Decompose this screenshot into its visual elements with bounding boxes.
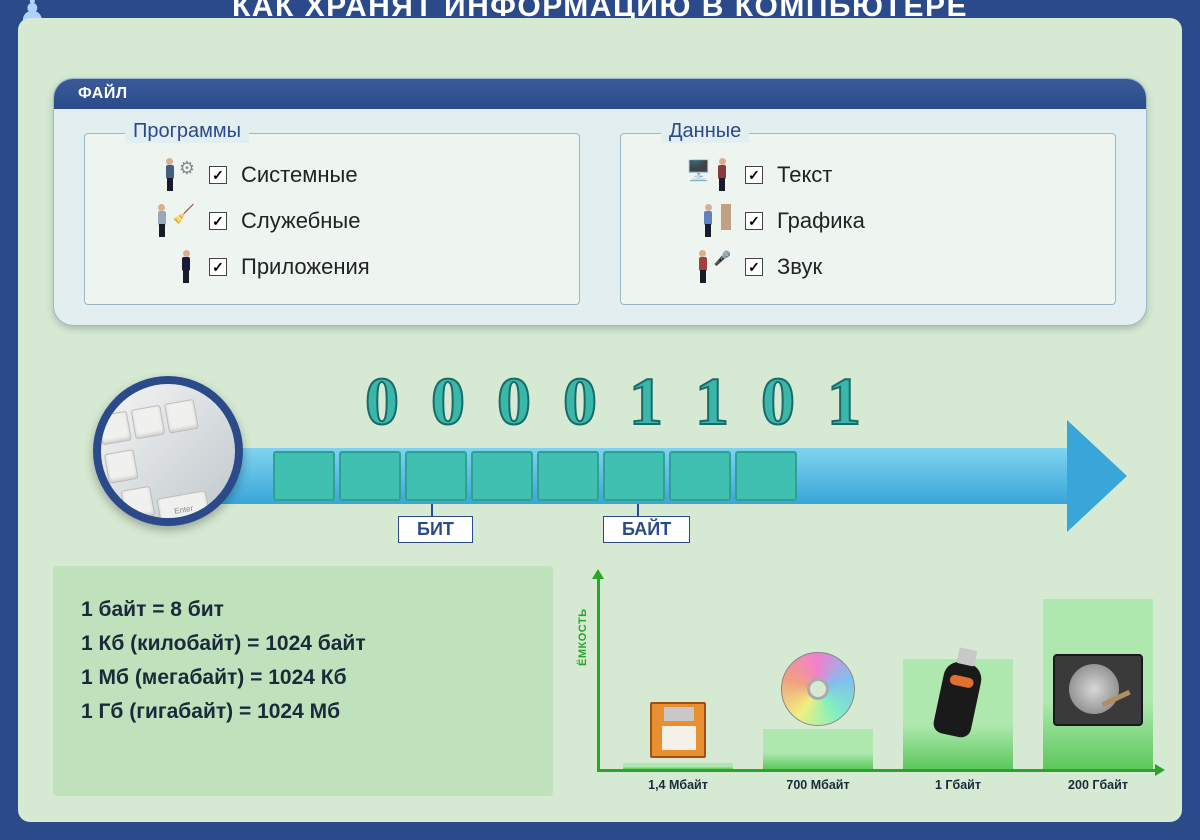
binary-digits: 0 0 0 0 1 1 0 1 — [353, 362, 873, 441]
list-item: ✓ Приложения — [105, 244, 559, 290]
bit-digit: 1 — [683, 362, 741, 441]
usb-icon — [903, 662, 1013, 736]
hdd-icon — [1043, 654, 1153, 726]
chart-bar — [623, 763, 733, 769]
byte-cell — [603, 451, 665, 501]
chart-y-axis — [597, 577, 600, 772]
byte-cell — [273, 451, 335, 501]
list-item: 🧹 ✓ Служебные — [105, 198, 559, 244]
file-panel-header: ФАЙЛ — [54, 79, 1146, 109]
bit-digit: 0 — [485, 362, 543, 441]
checkbox-icon: ✓ — [209, 258, 227, 276]
item-label: Приложения — [241, 254, 370, 280]
bit-digit: 0 — [749, 362, 807, 441]
file-panel: ФАЙЛ Программы ⚙ ✓ Системные 🧹 — [53, 78, 1147, 326]
person-icon — [641, 204, 731, 238]
bar-label: 200 Гбайт — [1043, 778, 1153, 792]
byte-cell — [537, 451, 599, 501]
conversion-line: 1 Кб (килобайт) = 1024 байт — [81, 632, 525, 656]
bar-label: 1,4 Мбайт — [623, 778, 733, 792]
bit-callout: БИТ — [398, 516, 473, 543]
checkbox-icon: ✓ — [745, 212, 763, 230]
bit-digit: 0 — [419, 362, 477, 441]
data-legend: Данные — [661, 120, 749, 143]
checkbox-icon: ✓ — [745, 166, 763, 184]
binary-section: Enter Shift 0 0 0 0 1 1 0 1 БИТ Б — [53, 356, 1147, 556]
bit-digit: 0 — [551, 362, 609, 441]
checkbox-icon: ✓ — [209, 212, 227, 230]
bit-digit: 1 — [815, 362, 873, 441]
person-icon: ⚙ — [105, 158, 195, 192]
person-icon: 🎤 — [641, 250, 731, 284]
item-label: Звук — [777, 254, 822, 280]
item-label: Текст — [777, 162, 832, 188]
person-icon: 🖥️ — [641, 158, 731, 192]
bit-digit: 1 — [617, 362, 675, 441]
checkbox-icon: ✓ — [209, 166, 227, 184]
list-item: ⚙ ✓ Системные — [105, 152, 559, 198]
data-group: Данные 🖥️ ✓ Текст ✓ Графика — [620, 133, 1116, 305]
conversion-line: 1 Мб (мегабайт) = 1024 Кб — [81, 666, 525, 690]
conversion-line: 1 Гб (гигабайт) = 1024 Мб — [81, 700, 525, 724]
programs-legend: Программы — [125, 120, 249, 143]
byte-callout: БАЙТ — [603, 516, 690, 543]
chart-bar — [763, 729, 873, 769]
cd-icon — [763, 652, 873, 726]
list-item: 🖥️ ✓ Текст — [641, 152, 1095, 198]
byte-cell — [471, 451, 533, 501]
bit-digit: 0 — [353, 362, 411, 441]
list-item: ✓ Графика — [641, 198, 1095, 244]
arrow-head-icon — [1067, 420, 1127, 532]
person-icon — [105, 250, 195, 284]
item-label: Служебные — [241, 208, 360, 234]
keyboard-icon: Enter Shift — [93, 376, 243, 526]
byte-cell — [405, 451, 467, 501]
byte-cell — [339, 451, 401, 501]
list-item: 🎤 ✓ Звук — [641, 244, 1095, 290]
byte-cell — [669, 451, 731, 501]
byte-band — [193, 448, 1077, 504]
floppy-icon — [623, 702, 733, 758]
programs-group: Программы ⚙ ✓ Системные 🧹 ✓ Служебные — [84, 133, 580, 305]
conversion-line: 1 байт = 8 бит — [81, 598, 525, 622]
checkbox-icon: ✓ — [745, 258, 763, 276]
item-label: Графика — [777, 208, 865, 234]
main-frame: ФАЙЛ Программы ⚙ ✓ Системные 🧹 — [18, 18, 1182, 822]
person-icon: 🧹 — [105, 204, 195, 238]
bar-label: 700 Мбайт — [763, 778, 873, 792]
conversion-table: 1 байт = 8 бит 1 Кб (килобайт) = 1024 ба… — [53, 566, 553, 796]
item-label: Системные — [241, 162, 358, 188]
capacity-chart: ЁМКОСТЬ 1,4 Мбайт 700 Мбайт 1 Гбайт 200 … — [583, 566, 1147, 796]
byte-cell — [735, 451, 797, 501]
y-axis-label: ЁМКОСТЬ — [577, 608, 589, 666]
bar-label: 1 Гбайт — [903, 778, 1013, 792]
chart-x-axis — [597, 769, 1157, 772]
